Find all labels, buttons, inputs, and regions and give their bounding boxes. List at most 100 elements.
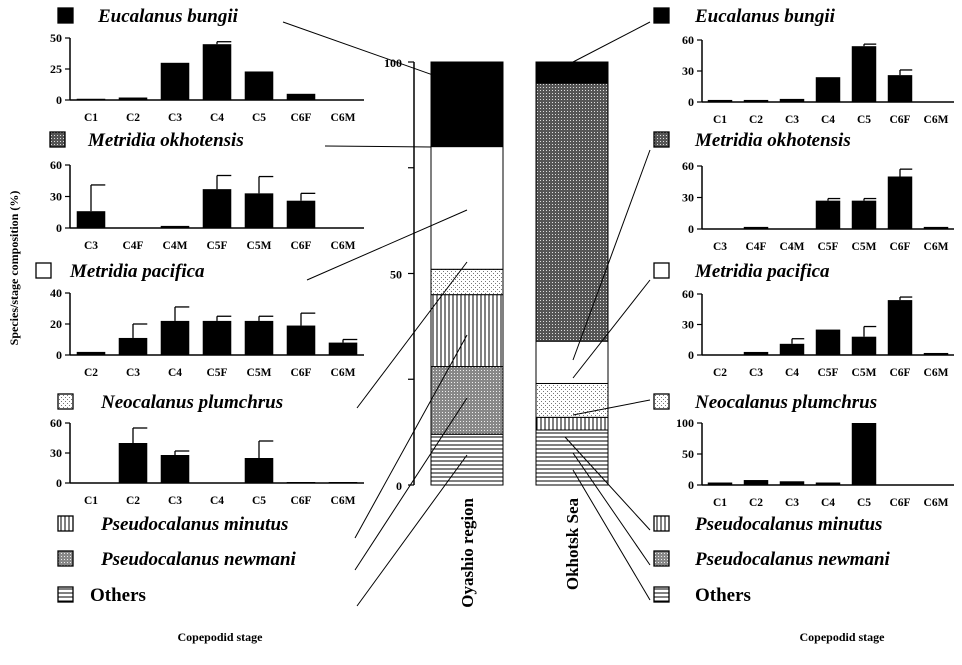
bar: [286, 200, 316, 228]
bar: [118, 337, 148, 355]
stage-label: C1: [84, 495, 98, 507]
y-tick-label: 60: [50, 416, 62, 430]
x-axis-label-left: Copepodid stage: [177, 630, 263, 644]
y-tick-label: 30: [682, 191, 694, 205]
legend-label: Eucalanus bungii: [694, 6, 836, 27]
stage-label: C4M: [163, 240, 188, 252]
legend-swatch: [653, 586, 670, 603]
y-tick-label: 60: [682, 159, 694, 173]
stage-label: C6F: [889, 367, 910, 379]
panel-right-1: 0 30 60 C1 C2 C3 C4 C5 C6F C6M: [682, 33, 954, 126]
bar: [286, 482, 316, 483]
stage-label: C4F: [122, 240, 143, 252]
bar: [743, 351, 769, 355]
legend-swatch: [653, 393, 670, 410]
composition-tick-label: 50: [390, 268, 402, 282]
bar: [202, 320, 232, 355]
stack-segment: [430, 433, 504, 486]
legend-label: Pseudocalanus newmani: [100, 549, 297, 570]
legend: Eucalanus bungii Eucalanus bungii Metridia…: [35, 6, 891, 606]
legend-label: Pseudocalanus minutus: [100, 514, 288, 535]
stage-label: C4: [210, 112, 224, 124]
panel-right-4: 0 50 100 C1 C2 C3 C4 C5 C6F C6M: [676, 416, 954, 509]
stage-label: C2: [749, 114, 763, 126]
bar: [743, 480, 769, 485]
stage-label: C3: [126, 367, 140, 379]
y-tick-label: 50: [682, 447, 694, 461]
x-axis-label-right: Copepodid stage: [799, 630, 885, 644]
legend-label: Others: [695, 585, 751, 606]
stack-segment: [535, 416, 609, 431]
bar: [887, 300, 913, 355]
panel-right-3: 0 30 60 C2 C3 C4 C5F C5M C6F C6M: [682, 287, 954, 379]
stage-label: C5F: [206, 240, 227, 252]
legend-label: Eucalanus bungii: [97, 6, 239, 27]
legend-swatch: [57, 393, 74, 410]
legend-swatch: [57, 7, 74, 24]
bar: [286, 93, 316, 100]
stage-label: C1: [713, 497, 727, 509]
bar: [815, 200, 841, 229]
legend-swatch: [57, 515, 74, 532]
y-tick-label: 30: [50, 190, 62, 204]
y-tick-label: 0: [688, 348, 694, 362]
y-tick-label: 0: [688, 478, 694, 492]
leader-lines: [282, 21, 651, 607]
legend-swatch: [653, 550, 670, 567]
y-tick-label: 30: [682, 64, 694, 78]
stage-label: C5M: [247, 240, 272, 252]
bar: [923, 226, 949, 229]
stage-label: C4: [210, 495, 224, 507]
stage-label: C4: [785, 367, 799, 379]
leader-line: [572, 399, 651, 416]
y-tick-label: 60: [682, 33, 694, 47]
y-tick-label: 0: [56, 476, 62, 490]
stage-label: C3: [749, 367, 763, 379]
legend-label: Pseudocalanus newmani: [694, 549, 891, 570]
stage-label: C5: [857, 114, 871, 126]
bar: [707, 99, 733, 102]
legend-swatch: [653, 131, 670, 148]
stack-segment: [430, 294, 504, 368]
legend-swatch: [653, 515, 670, 532]
stage-label: C6F: [889, 241, 910, 253]
bar: [160, 225, 190, 228]
bar: [707, 482, 733, 485]
stage-label: C1: [713, 114, 727, 126]
bar: [244, 71, 274, 100]
stage-label: C5M: [247, 367, 272, 379]
leader-line: [354, 397, 468, 571]
stage-label: C6F: [889, 114, 910, 126]
stage-label: C6F: [290, 112, 311, 124]
legend-label: Others: [90, 585, 146, 606]
bar: [118, 97, 148, 100]
stage-label: C6M: [331, 367, 356, 379]
bar: [815, 329, 841, 355]
stage-label: C6M: [924, 241, 949, 253]
bar: [76, 211, 106, 228]
stage-label: C4: [821, 114, 835, 126]
bar: [923, 352, 949, 355]
y-tick-label: 30: [50, 446, 62, 460]
bar: [202, 44, 232, 100]
y-tick-label: 30: [682, 318, 694, 332]
stage-label: C2: [126, 112, 140, 124]
stage-label: C4: [168, 367, 182, 379]
stage-label: C5M: [852, 367, 877, 379]
panel-left-3: 0 20 40 C2 C3 C4 C5F C5M C6F C6M: [50, 286, 364, 379]
bar: [76, 98, 106, 100]
stage-label: C3: [713, 241, 727, 253]
y-tick-label: 100: [676, 416, 694, 430]
composition-tick-label: 0: [396, 479, 402, 493]
bar: [286, 325, 316, 355]
stage-label: C5: [252, 495, 266, 507]
bar: [76, 351, 106, 355]
stage-label: C6M: [331, 495, 356, 507]
stage-label: C6M: [331, 112, 356, 124]
leader-line: [564, 436, 651, 531]
bar: [743, 226, 769, 229]
bar: [887, 176, 913, 229]
